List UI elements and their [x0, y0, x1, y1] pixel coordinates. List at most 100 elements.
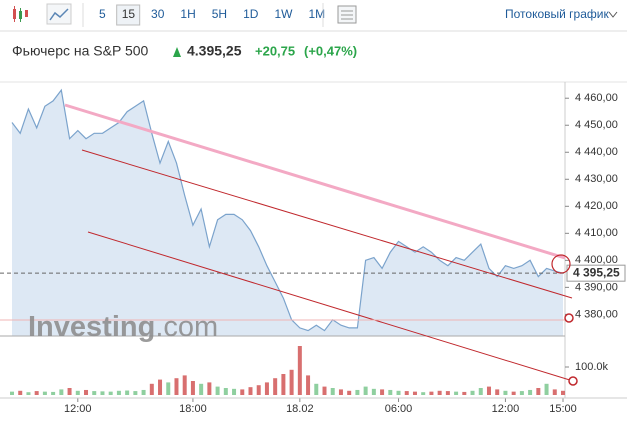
- watermark-suffix: .com: [155, 311, 218, 343]
- volume-bar: [133, 391, 138, 395]
- y-tick-label: 4 380,00: [575, 308, 618, 320]
- volume-bar: [67, 388, 72, 395]
- y-tick-label: 4 410,00: [575, 227, 618, 239]
- volume-bar: [552, 389, 557, 395]
- volume-bar: [92, 391, 97, 395]
- volume-bar: [207, 382, 212, 395]
- volume-bar: [232, 388, 237, 395]
- handle[interactable]: [551, 254, 571, 274]
- x-tick-label: 18.02: [286, 403, 314, 415]
- volume-bar: [158, 379, 163, 395]
- x-tick-label: 12:00: [64, 403, 92, 415]
- volume-bar: [116, 390, 121, 395]
- volume-bar: [404, 391, 409, 395]
- volume-bar: [215, 386, 220, 395]
- active-interval-box: [116, 4, 141, 26]
- table-icon[interactable]: [337, 5, 357, 24]
- x-tick-label: 12:00: [492, 403, 520, 415]
- up-arrow: [173, 47, 181, 57]
- volume-bar: [544, 383, 549, 395]
- volume-bar: [240, 389, 245, 395]
- trend-line[interactable]: [87, 231, 574, 382]
- x-tick-label: 06:00: [385, 403, 413, 415]
- volume-bar: [421, 392, 426, 395]
- volume-bar: [108, 391, 113, 395]
- volume-bar: [297, 346, 302, 395]
- change: +20,75: [255, 43, 295, 58]
- volume-bar: [495, 389, 500, 395]
- volume-bar: [149, 383, 154, 395]
- price: 4.395,25: [187, 43, 242, 59]
- volume-bar: [437, 390, 442, 395]
- interval-button[interactable]: 5H: [212, 7, 227, 21]
- volume-bar: [75, 390, 80, 395]
- volume-bar: [273, 378, 278, 395]
- interval-button[interactable]: 1W: [274, 7, 293, 21]
- y-tick-label: 4 450,00: [575, 119, 618, 131]
- volume-bar: [42, 391, 47, 395]
- volume-bar: [322, 386, 327, 395]
- volume-bar: [528, 389, 533, 395]
- volume-tick-label: 100.0k: [575, 361, 609, 373]
- volume-bar: [190, 381, 195, 395]
- volume-bar: [248, 387, 253, 395]
- y-tick-label: 4 390,00: [575, 281, 618, 293]
- trend-line[interactable]: [81, 149, 573, 299]
- volume-bar: [454, 391, 459, 395]
- volume-bar: [470, 390, 475, 395]
- watermark-brand: Investing: [28, 311, 155, 343]
- trend-line[interactable]: [64, 103, 566, 260]
- volume-bar: [330, 388, 335, 395]
- y-tick-label: 4 400,00: [575, 254, 618, 266]
- stream-link[interactable]: Потоковый график: [505, 7, 609, 21]
- change-pct: (+0,47%): [304, 43, 357, 58]
- instrument-title: Фьючерс на S&P 500: [12, 43, 149, 59]
- volume-bar: [396, 390, 401, 395]
- interval-button[interactable]: 5: [99, 7, 106, 21]
- y-tick-label: 4 460,00: [575, 92, 618, 104]
- volume-bar: [51, 391, 56, 395]
- volume-bar: [338, 389, 343, 395]
- price-area: [12, 90, 563, 336]
- volume-bar: [412, 391, 417, 395]
- interval-button[interactable]: 30: [151, 7, 165, 21]
- volume-bar: [199, 383, 204, 395]
- area-icon[interactable]: [46, 3, 72, 25]
- volume-bar: [503, 390, 508, 395]
- volume-bar: [289, 369, 294, 395]
- volume-bar: [314, 383, 319, 395]
- interval-button[interactable]: 1M: [308, 7, 325, 21]
- volume-bar: [264, 382, 269, 395]
- volume-bar: [10, 391, 14, 395]
- volume-bar: [380, 389, 385, 395]
- volume-bar: [478, 388, 483, 395]
- y-tick-label: 4 440,00: [575, 146, 618, 158]
- dropdown-arrow[interactable]: [608, 11, 618, 18]
- volume-bar: [306, 375, 311, 395]
- volume-bar: [256, 385, 261, 395]
- interval-button[interactable]: 1H: [180, 7, 195, 21]
- volume-bar: [26, 392, 31, 395]
- last-price-label: 4 395,25: [573, 265, 620, 279]
- handle[interactable]: [564, 313, 574, 323]
- candle-icon[interactable]: [13, 6, 28, 22]
- x-tick-label: 15:00: [549, 403, 577, 415]
- volume-bar: [388, 389, 393, 395]
- y-tick-label: 4 420,00: [575, 200, 618, 212]
- volume-bar: [125, 390, 130, 395]
- interval-button[interactable]: 15: [122, 7, 136, 21]
- last-price-box: [566, 264, 626, 282]
- volume-bar: [536, 388, 541, 395]
- volume-bar: [462, 391, 467, 395]
- volume-bar: [34, 391, 39, 395]
- volume-bar: [166, 382, 171, 395]
- interval-button[interactable]: 1D: [243, 7, 259, 21]
- volume-bar: [18, 390, 23, 395]
- volume-bar: [371, 388, 376, 395]
- handle[interactable]: [568, 376, 578, 386]
- price-line: [11, 88, 564, 332]
- volume-bar: [84, 389, 89, 395]
- volume-bar: [182, 375, 187, 395]
- volume-bar: [174, 378, 179, 395]
